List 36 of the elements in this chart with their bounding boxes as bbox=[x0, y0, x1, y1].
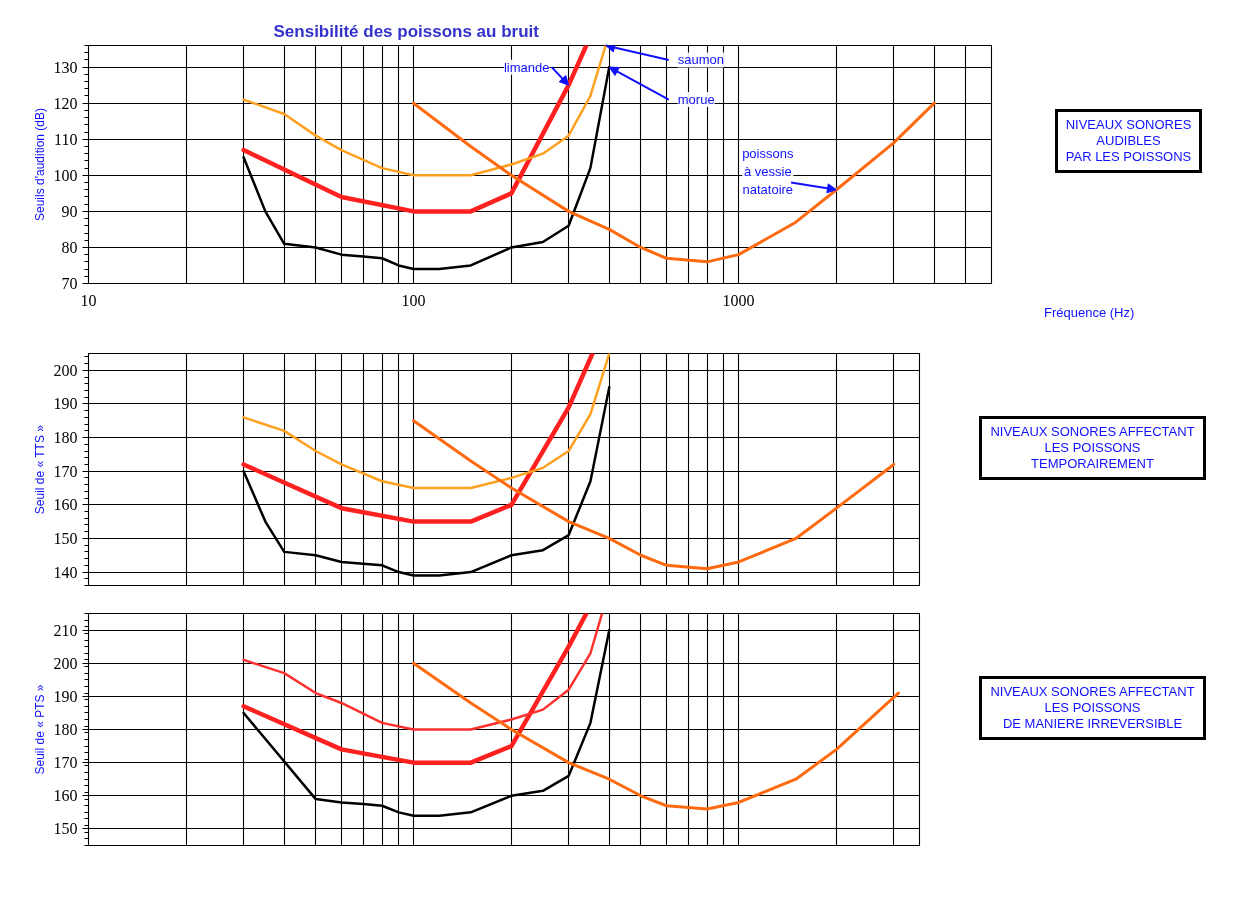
y-tick-label: 180 bbox=[53, 721, 78, 738]
y-axis-title: Seuil de « PTS » bbox=[32, 684, 47, 775]
y-tick-label: 200 bbox=[53, 361, 78, 379]
y-tick-label: 150 bbox=[53, 820, 78, 838]
x-tick-label: 1000 bbox=[722, 291, 755, 309]
y-tick-label: 160 bbox=[53, 496, 78, 514]
text: morue bbox=[677, 92, 715, 108]
y-tick-label: 120 bbox=[53, 94, 78, 112]
y-tick-label: 210 bbox=[53, 621, 78, 639]
y-tick-label: 80 bbox=[61, 238, 78, 256]
series-label: poissons à vessie natatoire bbox=[742, 146, 794, 198]
text: NIVEAUX SONORES AUDIBLES PAR LES POISSONS bbox=[1054, 109, 1203, 173]
y-tick-label: 150 bbox=[53, 529, 78, 547]
y-tick-label: 200 bbox=[53, 654, 78, 672]
y-tick-label: 160 bbox=[53, 787, 78, 805]
y-tick-label: 170 bbox=[53, 462, 78, 480]
y-axis-title: Seuil de « TTS » bbox=[32, 424, 47, 515]
y-tick-label: 110 bbox=[54, 130, 78, 148]
text: NIVEAUX SONORES AFFECTANT LES POISSONS TEMPORAIREMENT bbox=[979, 416, 1206, 480]
y-tick-label: 100 bbox=[53, 166, 78, 184]
y-tick-label: 70 bbox=[61, 275, 78, 292]
y-tick-label: 180 bbox=[53, 429, 78, 447]
y-tick-label: 90 bbox=[61, 202, 78, 220]
y-tick-label: 140 bbox=[53, 563, 78, 581]
y-tick-label: 190 bbox=[53, 687, 78, 705]
text: NIVEAUX SONORES AFFECTANT LES POISSONS DE MANIERE IRREVERSIBLE bbox=[979, 676, 1206, 740]
y-tick-label: 130 bbox=[53, 58, 78, 76]
y-axis-title: Seuils d'audition (dB) bbox=[32, 107, 47, 222]
x-tick-label: 100 bbox=[401, 291, 426, 309]
x-tick-label: 10 bbox=[80, 291, 97, 309]
chart-title: Sensibilité des poissons au bruit bbox=[273, 21, 540, 41]
series-label: limande bbox=[503, 59, 550, 75]
y-tick-label: 170 bbox=[53, 754, 78, 772]
x-axis-title: Fréquence (Hz) bbox=[1044, 304, 1135, 322]
text: saumon bbox=[677, 52, 725, 68]
y-tick-label: 190 bbox=[53, 395, 78, 413]
